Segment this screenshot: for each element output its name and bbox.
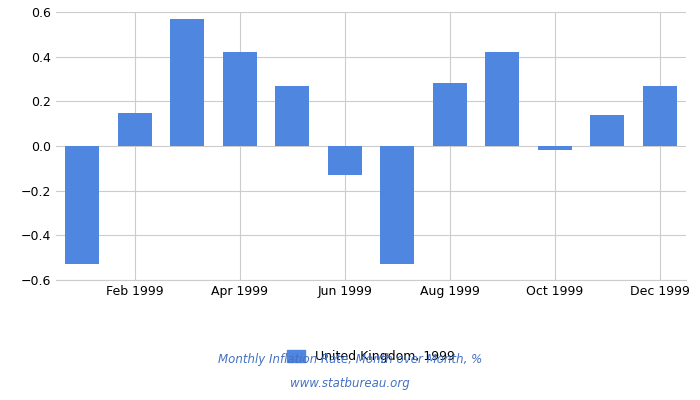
Bar <box>170 19 204 146</box>
Text: Monthly Inflation Rate, Month over Month, %: Monthly Inflation Rate, Month over Month… <box>218 354 482 366</box>
Bar <box>433 84 467 146</box>
Bar <box>590 115 624 146</box>
Bar <box>223 52 257 146</box>
Bar <box>118 112 152 146</box>
Bar <box>380 146 414 264</box>
Bar <box>485 52 519 146</box>
Text: www.statbureau.org: www.statbureau.org <box>290 378 410 390</box>
Bar <box>275 86 309 146</box>
Bar <box>328 146 362 175</box>
Bar <box>538 146 572 150</box>
Legend: United Kingdom, 1999: United Kingdom, 1999 <box>281 345 461 368</box>
Bar <box>643 86 677 146</box>
Bar <box>65 146 99 264</box>
